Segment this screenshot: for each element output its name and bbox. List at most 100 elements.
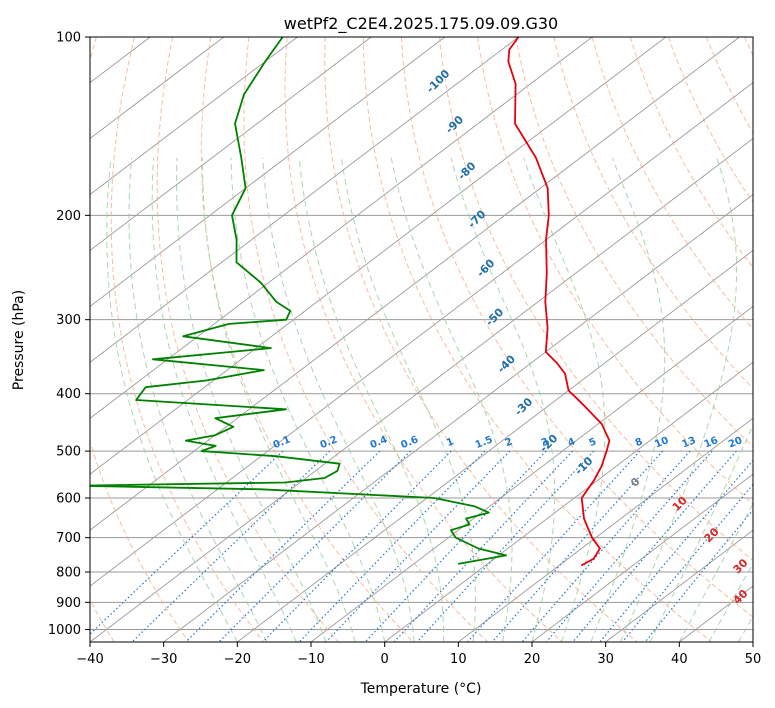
dry-adiabat-line (200, 37, 414, 642)
dry-adiabat-line (110, 37, 264, 642)
y-tick-label: 900 (56, 596, 81, 611)
mixing-ratio-line (491, 450, 664, 642)
y-tick-label: 800 (56, 566, 81, 581)
mixing-ratio-line (218, 450, 412, 642)
isotherm-line (90, 37, 667, 475)
mixing-ratio-label: 5 (587, 436, 598, 449)
isotherm-line (163, 193, 753, 642)
moist-adiabat-line (450, 157, 556, 642)
dry-adiabat-line (553, 37, 753, 390)
moist-adiabat-line (649, 423, 753, 642)
mixing-ratio-line (572, 450, 737, 642)
mixing-ratio-line (621, 483, 753, 642)
isobar-grid (90, 37, 753, 630)
mixing-ratio-line (325, 450, 511, 642)
dry-adiabat-line (284, 37, 563, 642)
x-tick-label: 30 (597, 652, 614, 667)
isotherm-line (90, 37, 519, 363)
y-tick-label: 100 (56, 31, 81, 46)
moist-adiabat-line (708, 562, 753, 642)
mixing-ratio-line (298, 450, 486, 642)
isotherm-line (90, 37, 446, 307)
y-tick-label: 700 (56, 531, 81, 546)
mixing-ratio-label: 10 (653, 435, 670, 450)
moist-adiabat-line (151, 157, 297, 642)
isotherm-line (605, 529, 753, 642)
isotherm-line (90, 37, 298, 196)
dry-adiabat-line (591, 37, 753, 330)
y-tick-label: 1000 (48, 623, 81, 638)
isotherm-line (237, 249, 753, 642)
dry-adiabat-line (324, 37, 638, 642)
x-tick-label: 0 (381, 652, 389, 667)
x-tick-label: −20 (224, 652, 251, 667)
mixing-ratio-label: 13 (681, 435, 698, 450)
mixing-ratio-line (599, 459, 753, 642)
plot-area: -100-90-80-70-60-50-40-30-20-10010203040… (90, 37, 769, 642)
dry-adiabat-line (439, 37, 753, 562)
mixing-ratio-line (90, 450, 284, 635)
moist-adiabat-line (619, 157, 738, 642)
x-tick-label: −10 (297, 652, 324, 667)
moist-adiabat-line (523, 157, 606, 642)
mixing-ratio-label: 25 (752, 435, 769, 450)
y-axis: 100 200 300 400 500 600 700 800 900 1000 (48, 31, 90, 638)
isotherm-line (90, 138, 753, 642)
x-tick-label: −30 (150, 652, 177, 667)
mixing-ratio-lines (90, 450, 753, 642)
moist-adiabat-line (176, 157, 327, 642)
dry-adiabat-line (156, 37, 339, 642)
x-tick-label: −40 (76, 652, 103, 667)
moist-adiabat-line (590, 157, 666, 642)
moist-adiabat-line (128, 157, 268, 642)
temperature-profile (507, 37, 611, 567)
mixing-ratio-line (644, 508, 753, 642)
isotherm-line (90, 37, 225, 140)
y-tick-label: 600 (56, 492, 81, 507)
moist-adiabat-line (202, 157, 356, 642)
dry-adiabat-line (515, 37, 753, 448)
y-tick-label: 200 (56, 209, 81, 224)
dry-adiabat-line (243, 37, 488, 642)
isotherm-line (384, 361, 753, 642)
x-tick-label: 10 (450, 652, 467, 667)
moist-adiabat-line (230, 157, 386, 642)
dry-adiabats (90, 37, 753, 642)
mixing-ratio-label: 20 (727, 435, 744, 450)
moist-adiabat-line (106, 157, 238, 642)
moist-adiabat-line (390, 157, 513, 642)
mixing-ratio-line (393, 450, 574, 642)
mixing-ratio-line (131, 450, 331, 642)
isotherm-line (310, 305, 753, 642)
mixing-ratio-line (467, 450, 641, 642)
plot-frame (89, 36, 754, 643)
x-axis: −40 −30 −20 −10 0 10 20 30 40 50 (76, 642, 761, 667)
sounding-profiles (90, 37, 611, 567)
mixing-ratio-label: 3 (540, 436, 551, 449)
moist-adiabat-line (298, 157, 445, 642)
x-tick-label: 50 (745, 652, 762, 667)
chart-title: wetPf2_C2E4.2025.175.09.09.G30 (284, 14, 558, 34)
dry-adiabat-line (477, 37, 753, 505)
y-tick-label: 400 (56, 387, 81, 402)
isotherm-line (531, 473, 753, 642)
x-tick-label: 40 (671, 652, 688, 667)
moist-adiabat-line (678, 502, 753, 642)
mixing-ratio-label: 4 (566, 436, 577, 449)
y-axis-label: Pressure (hPa) (11, 290, 27, 390)
mixing-ratio-label: 2 (504, 436, 515, 449)
mixing-ratio-line (416, 450, 595, 642)
dry-adiabat-line (400, 37, 753, 618)
mixing-ratio-label: 8 (634, 436, 645, 449)
moist-adiabats (106, 157, 753, 642)
y-tick-label: 500 (56, 445, 81, 460)
dry-adiabat-line (90, 37, 190, 642)
mixing-ratio-label: 1 (445, 436, 456, 449)
isotherm-line (90, 37, 740, 531)
mixing-ratio-line (262, 450, 452, 642)
x-tick-label: 20 (524, 652, 541, 667)
y-tick-label: 300 (56, 313, 81, 328)
mixing-ratio-line (185, 450, 381, 642)
